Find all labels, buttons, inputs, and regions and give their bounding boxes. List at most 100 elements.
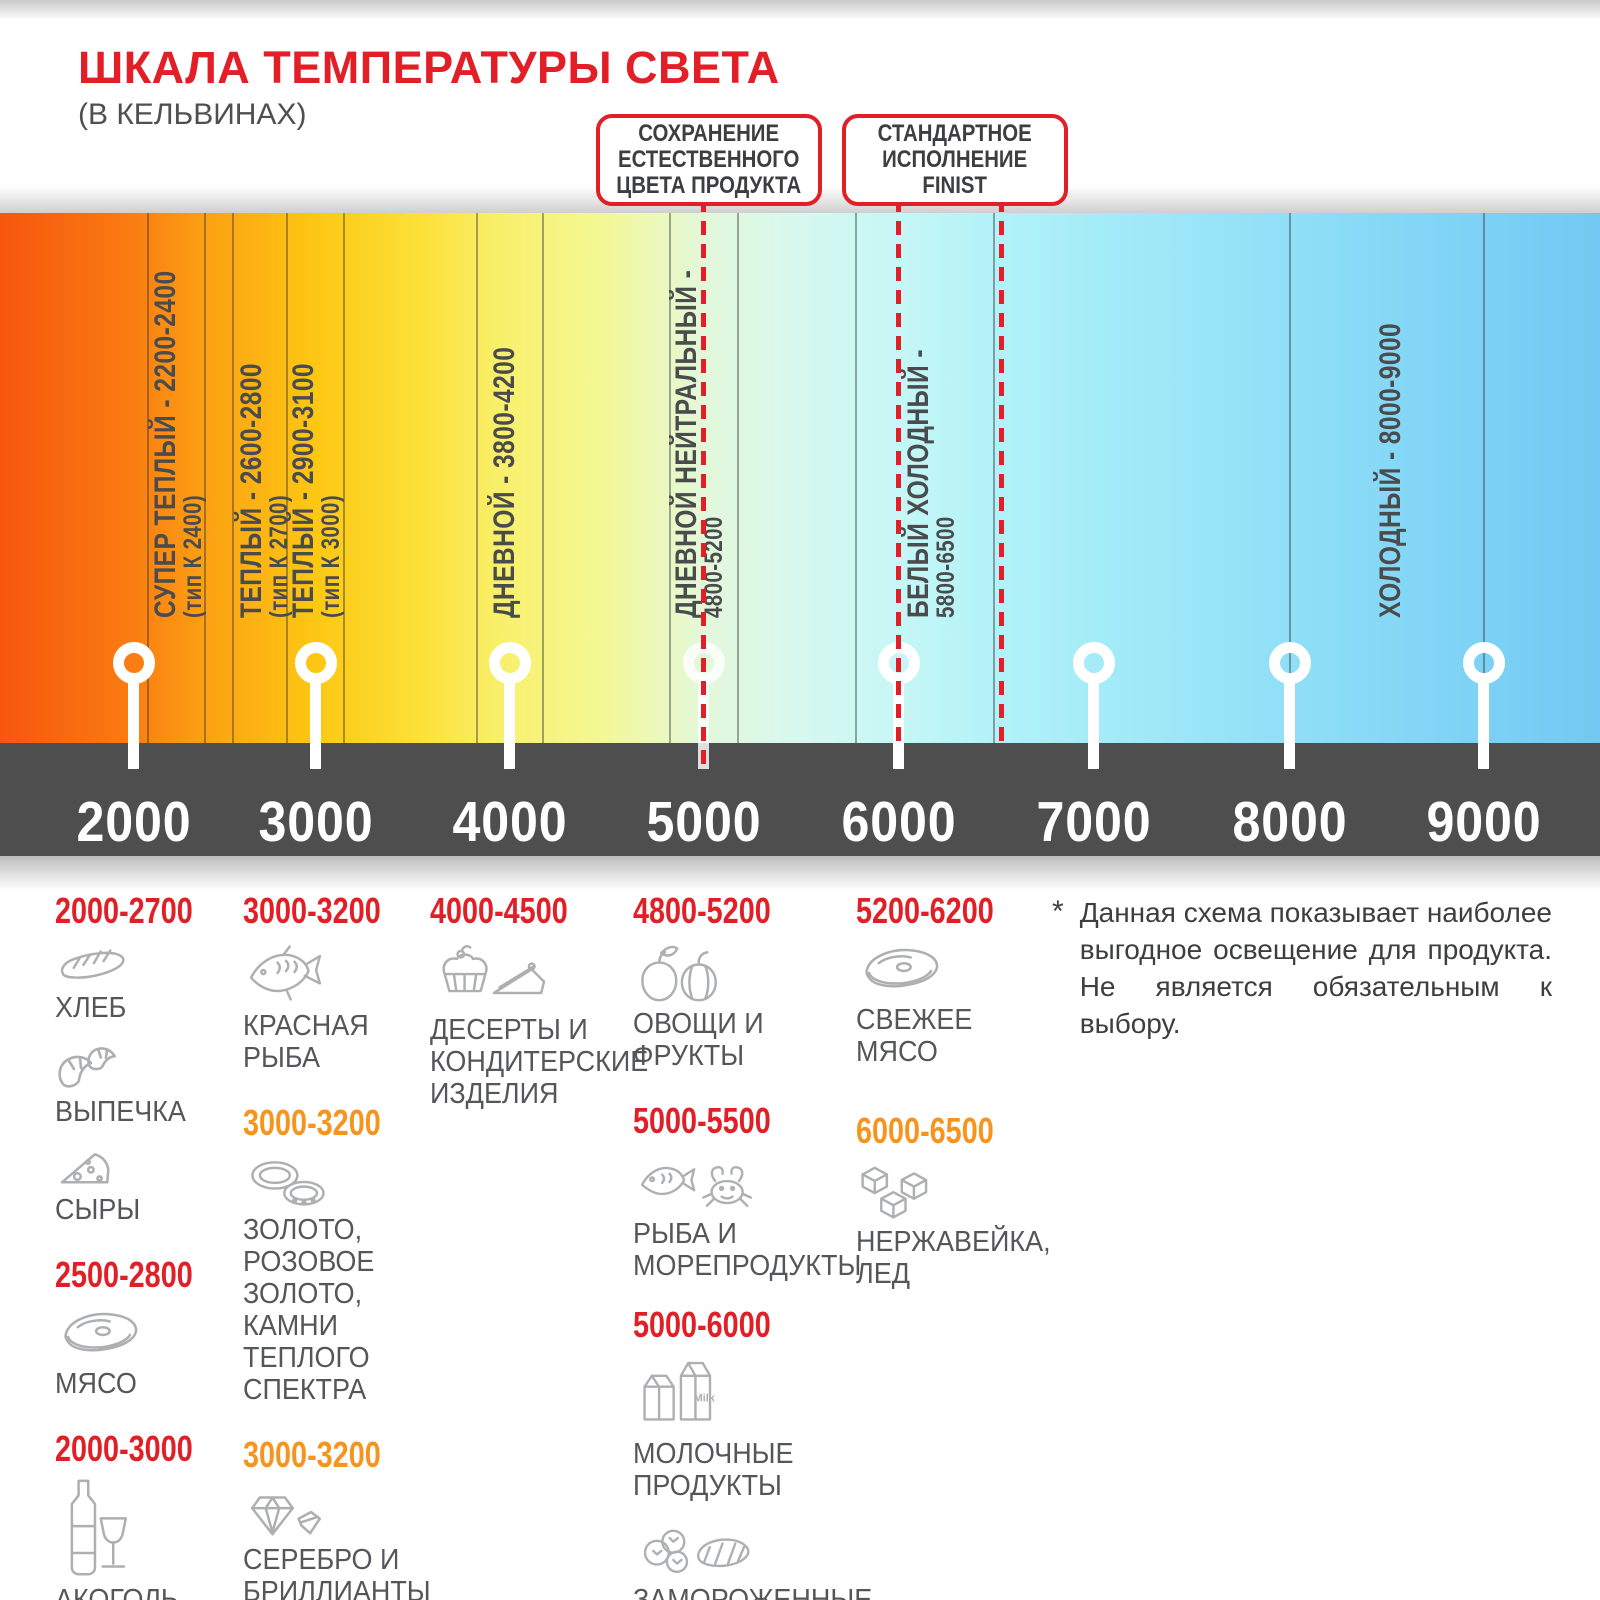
legend-column-1: 2000-2700 ХЛЕБ ВЫ xyxy=(55,892,241,1600)
milk-icon: Milk xyxy=(643,1361,716,1421)
item-label: ЗОЛОТО, РОЗОВОЕ ЗОЛОТО, КАМНИ ТЕПЛОГО СП… xyxy=(243,1214,375,1406)
item-label: СВЕЖЕЕ МЯСО xyxy=(856,1004,973,1068)
item-label: СЕРЕБРО И БРИЛЛИАНТЫ xyxy=(243,1544,431,1600)
legend-item-alcohol: АКОГОЛЬ xyxy=(55,1478,241,1600)
item-label: МОЛОЧНЫЕ ПРОДУКТЫ xyxy=(633,1438,794,1502)
gradient-range-label-daylight: ДНЕВНОЙ - 3800-4200 xyxy=(488,346,521,618)
range-header: 4800-5200 xyxy=(633,890,771,931)
item-label: АКОГОЛЬ xyxy=(55,1584,179,1600)
legend-column-4: 4800-5200 ОВОЩИ И ФРУКТЫ 5000-5500 xyxy=(633,892,945,1600)
scale-pin-stem xyxy=(1478,680,1489,769)
gradient-range-label-white-cold: БЕЛЫЙ ХОЛОДНЫЙ - 5800-6500 xyxy=(902,349,960,618)
range-header: 3000-3200 xyxy=(243,1434,381,1475)
range-header: 4000-4500 xyxy=(430,890,568,931)
legend-group: 6000-6500 НЕРЖАВЕЙКА, ЛЕД xyxy=(856,1110,1060,1291)
kelvin-tick-3000: 3000 xyxy=(258,790,374,854)
fish-icon xyxy=(249,945,322,1001)
diamond-icon xyxy=(250,1496,322,1536)
range-boundary-line xyxy=(669,213,671,743)
legend-item-red-fish: КРАСНАЯ РЫБА xyxy=(243,940,489,1074)
scale-pin xyxy=(489,642,531,684)
scale-pin xyxy=(1073,642,1115,684)
range-boundary-line xyxy=(232,213,234,743)
legend-column-3: 4000-4500 ДЕСЕРТЫ И КОНДИТЕРСКИЕ ИЗДЕЛИЯ xyxy=(430,890,649,1111)
range-header: 2500-2800 xyxy=(55,1254,193,1295)
footnote: * Данная схема показывает наиболее выгод… xyxy=(1052,894,1552,1042)
range-header: 5000-5500 xyxy=(633,1100,771,1141)
alcohol-icon xyxy=(70,1479,128,1576)
callout-connector-dash xyxy=(896,198,901,743)
item-label: РЫБА И МОРЕПРОДУКТЫ xyxy=(633,1218,862,1282)
dessert-icon xyxy=(442,945,546,995)
scale-pin-stem xyxy=(128,680,139,769)
kelvin-tick-5000: 5000 xyxy=(646,790,762,854)
gradient-range-label-cold: ХОЛОДНЫЙ - 8000-9000 xyxy=(1374,322,1407,618)
legend-item-fresh-meat: СВЕЖЕЕ МЯСО xyxy=(856,940,1060,1068)
kelvin-tick-2000: 2000 xyxy=(76,790,192,854)
range-boundary-line xyxy=(737,213,739,743)
callout-finist-standard: СТАНДАРТНОЕ ИСПОЛНЕНИЕ FINIST xyxy=(842,114,1068,206)
scale-pin xyxy=(1269,642,1311,684)
item-label: СЫРЫ xyxy=(55,1194,141,1226)
range-boundary-line xyxy=(542,213,544,743)
legend-item-produce: ОВОЩИ И ФРУКТЫ xyxy=(633,940,945,1072)
item-label: ОВОЩИ И ФРУКТЫ xyxy=(633,1008,764,1072)
ice-icon xyxy=(861,1166,928,1219)
legend-group: 2500-2800 МЯСО xyxy=(55,1254,241,1401)
scale-pin-stem xyxy=(1088,680,1099,769)
range-boundary-line xyxy=(855,213,857,743)
legend-column-2: 3000-3200 КРАСНАЯ РЫБА 3000-3200 xyxy=(243,892,489,1600)
kelvin-tick-7000: 7000 xyxy=(1036,790,1152,854)
range-boundary-line xyxy=(993,213,995,743)
gradient-bottom-shadow xyxy=(0,856,1600,890)
rings-icon xyxy=(251,1161,325,1206)
item-label: КРАСНАЯ РЫБА xyxy=(243,1010,369,1074)
scale-pin xyxy=(1463,642,1505,684)
range-header: 5000-6000 xyxy=(633,1304,771,1345)
kelvin-tick-6000: 6000 xyxy=(841,790,957,854)
range-boundary-line xyxy=(286,213,288,743)
kelvin-tick-4000: 4000 xyxy=(452,790,568,854)
legend-group: 2000-3000 АКОГОЛЬ xyxy=(55,1430,241,1600)
top-shadow-strip xyxy=(0,0,1600,20)
legend-group: 5000-5500 РЫБА xyxy=(633,1100,945,1283)
range-header: 2000-2700 xyxy=(55,890,193,931)
item-label: ХЛЕБ xyxy=(55,992,127,1024)
range-header: 3000-3200 xyxy=(243,1102,381,1143)
temperature-gradient-band xyxy=(0,213,1600,743)
item-label: ЗАМОРОЖЕННЫЕ ПОЛУФАБРИКАТЫ xyxy=(633,1584,873,1600)
gradient-range-label-warm-3000: ТЕПЛЫЙ - 2900-3100 (тип К 3000) xyxy=(287,362,345,618)
legend-group: 5000-6000 Milk МОЛОЧНЫЕ ПРОДУКТЫ xyxy=(633,1306,945,1600)
item-label: МЯСО xyxy=(55,1368,137,1400)
scale-pin xyxy=(295,642,337,684)
scale-pin-stem xyxy=(504,680,515,769)
gradient-range-label-warm-2700: ТЕПЛЫЙ - 2600-2800 (тип К 2700) xyxy=(235,362,293,618)
scale-pin-stem xyxy=(1284,680,1295,769)
item-label: ДЕСЕРТЫ И КОНДИТЕРСКИЕ ИЗДЕЛИЯ xyxy=(430,1014,649,1110)
steak-icon xyxy=(865,948,939,988)
cheese-icon xyxy=(60,1153,110,1184)
kelvin-axis-band xyxy=(0,743,1600,856)
range-boundary-line xyxy=(147,213,149,743)
kelvin-tick-9000: 9000 xyxy=(1426,790,1542,854)
scale-pin xyxy=(113,642,155,684)
scale-pin-stem xyxy=(310,680,321,769)
legend-column-5: 5200-6200 СВЕЖЕЕ МЯСО 6000-6500 xyxy=(856,892,1060,1291)
croissant-icon xyxy=(58,1047,116,1088)
bread-icon xyxy=(60,949,125,979)
callout-connector-dash xyxy=(701,198,706,769)
footnote-text: Данная схема показывает наиболее выгодно… xyxy=(1079,897,1552,1039)
callout-connector-dash xyxy=(999,198,1004,743)
produce-icon xyxy=(641,945,717,1002)
page-subtitle: (В КЕЛЬВИНАХ) xyxy=(78,98,307,131)
frozen-icon xyxy=(643,1529,750,1573)
range-boundary-line xyxy=(1289,213,1291,743)
seafood-icon xyxy=(640,1166,753,1207)
range-header: 3000-3200 xyxy=(243,890,381,931)
footnote-asterisk: * xyxy=(1052,895,1064,928)
legend-item-dairy: Milk МОЛОЧНЫЕ ПРОДУКТЫ xyxy=(633,1354,945,1502)
legend-group: 3000-3200 СЕРЕБРО И БРИЛЛИАНТЫ xyxy=(243,1436,489,1600)
legend-item-cheese: СЫРЫ xyxy=(55,1138,241,1226)
range-header: 6000-6500 xyxy=(856,1110,994,1151)
